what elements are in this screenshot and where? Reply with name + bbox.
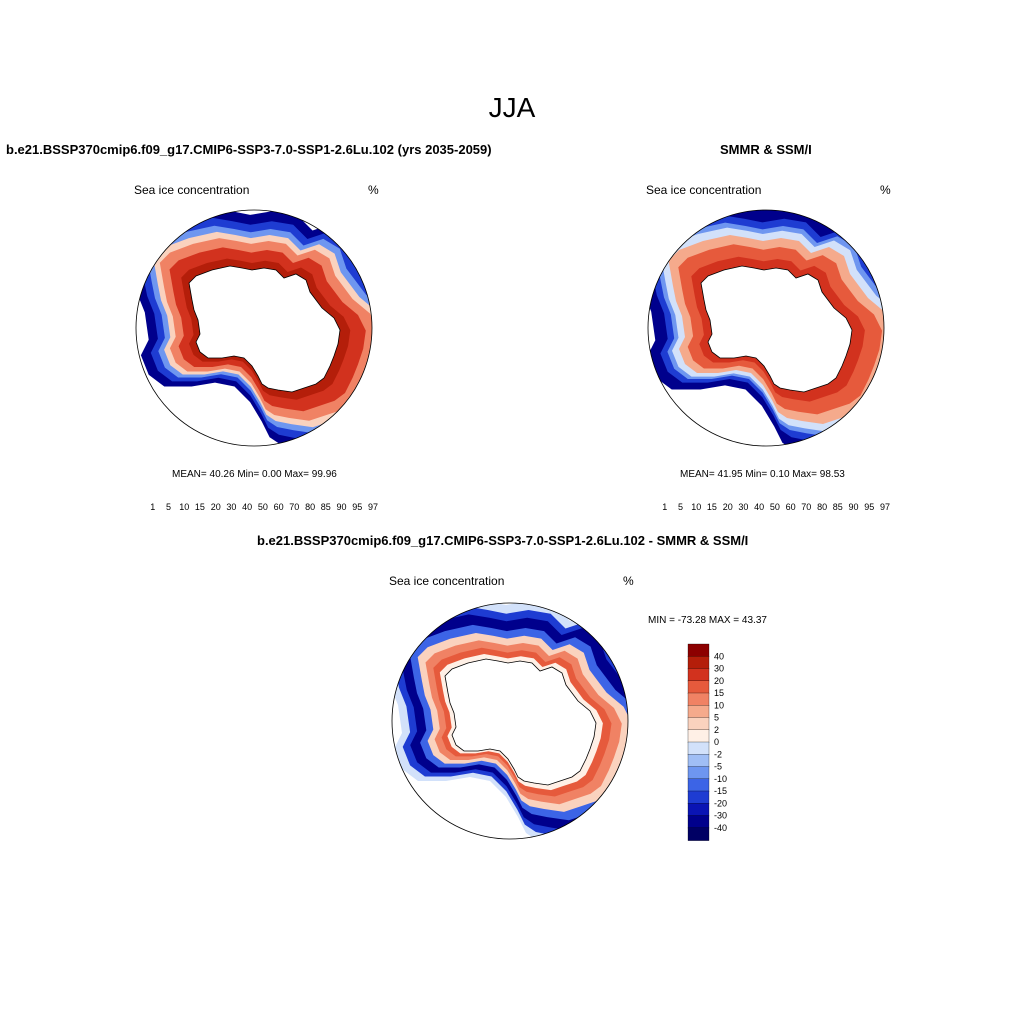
colorbar-diff-tick-label: 10 <box>714 700 724 710</box>
colorbar-model-tick-label: 50 <box>258 502 268 512</box>
colorbar-diff-tick-label: -20 <box>714 798 727 808</box>
colorbar-obs-tick-label: 70 <box>801 502 811 512</box>
colorbar-diff-swatch <box>687 766 710 780</box>
colorbar-diff-tick-label: -40 <box>714 823 727 833</box>
colorbar-obs-tick-label: 97 <box>880 502 890 512</box>
obs-map-boundary <box>647 209 885 447</box>
units-label-obs: % <box>880 183 891 197</box>
colorbar-diff-swatch <box>687 815 710 829</box>
colorbar-diff-tick-label: 30 <box>714 664 724 674</box>
colorbar-obs-tick-label: 15 <box>707 502 717 512</box>
colorbar-diff-swatch <box>687 643 710 657</box>
variable-label-diff: Sea ice concentration <box>389 574 505 588</box>
colorbar-model-tick-label: 40 <box>242 502 252 512</box>
colorbar-model-tick-label: 15 <box>195 502 205 512</box>
colorbar-obs-tick-label: 60 <box>786 502 796 512</box>
panel-title-model: b.e21.BSSP370cmip6.f09_g17.CMIP6-SSP3-7.… <box>6 142 492 157</box>
panel-title-diff: b.e21.BSSP370cmip6.f09_g17.CMIP6-SSP3-7.… <box>257 533 749 548</box>
stats-model: MEAN= 40.26 Min= 0.00 Max= 99.96 <box>172 469 337 480</box>
colorbar-model-tick-label: 85 <box>321 502 331 512</box>
colorbar-diff-tick-label: -30 <box>714 811 727 821</box>
colorbar-diff-swatch <box>687 790 710 804</box>
obs-antarctica-coast <box>700 265 853 393</box>
colorbar-diff-swatch <box>687 668 710 682</box>
colorbar-diff-tick-label: 5 <box>714 713 719 723</box>
colorbar-diff-tick-label: -10 <box>714 774 727 784</box>
colorbar-diff-tick-label: 2 <box>714 725 719 735</box>
colorbar-model-tick-label: 60 <box>274 502 284 512</box>
colorbar-diff-swatch <box>687 705 710 719</box>
colorbar-diff-swatch <box>687 778 710 792</box>
colorbar-diff-swatch <box>687 827 710 841</box>
colorbar-diff-swatch <box>687 754 710 768</box>
figure-title: JJA <box>488 92 536 123</box>
variable-label-obs: Sea ice concentration <box>646 183 762 197</box>
colorbar-diff-swatch <box>687 656 710 670</box>
colorbar-model-tick-label: 5 <box>166 502 171 512</box>
stats-diff: MIN = -73.28 MAX = 43.37 <box>648 615 767 626</box>
colorbar-diff-tick-label: -15 <box>714 786 727 796</box>
colorbar-diff-swatch <box>687 741 710 755</box>
polar-map-obs <box>647 209 885 447</box>
colorbar-obs-tick-label: 1 <box>662 502 667 512</box>
colorbar-model-tick-label: 95 <box>352 502 362 512</box>
colorbar-diff-tick-label: 15 <box>714 688 724 698</box>
colorbar-model-tick-label: 30 <box>226 502 236 512</box>
colorbar-model-tick-label: 90 <box>336 502 346 512</box>
colorbar-diff-swatch <box>687 692 710 706</box>
colorbar-diff-tick-label: 20 <box>714 676 724 686</box>
colorbar-diff-tick-label: -5 <box>714 762 722 772</box>
stats-obs: MEAN= 41.95 Min= 0.10 Max= 98.53 <box>680 469 845 480</box>
colorbar-diff-tick-label: -2 <box>714 749 722 759</box>
colorbar-obs-tick-label: 40 <box>754 502 764 512</box>
colorbar-obs-tick-label: 50 <box>770 502 780 512</box>
colorbar-diff-swatch <box>687 729 710 743</box>
colorbar-diff-tick-label: 40 <box>714 651 724 661</box>
colorbar-diff-swatch <box>687 717 710 731</box>
colorbar-obs: 1 5 10 15 20 30 40 50 60 70 80 85 90 95 97 <box>662 502 890 512</box>
colorbar-model-tick-label: 1 <box>150 502 155 512</box>
colorbar-model-tick-label: 97 <box>368 502 378 512</box>
colorbar-obs-tick-label: 95 <box>864 502 874 512</box>
colorbar-model-tick-label: 80 <box>305 502 315 512</box>
colorbar-diff-swatch <box>687 680 710 694</box>
colorbar-diff-tick-label: 0 <box>714 737 719 747</box>
diff-map-boundary <box>391 602 629 840</box>
colorbar-diff-swatch <box>687 803 710 817</box>
units-label-model: % <box>368 183 379 197</box>
colorbar-obs-tick-label: 10 <box>691 502 701 512</box>
colorbar-obs-tick-label: 20 <box>723 502 733 512</box>
colorbar-obs-tick-label: 30 <box>738 502 748 512</box>
colorbar-model-tick-label: 10 <box>179 502 189 512</box>
colorbar-obs-tick-label: 80 <box>817 502 827 512</box>
polar-map-model <box>135 209 373 447</box>
colorbar-obs-tick-label: 5 <box>678 502 683 512</box>
units-label-diff: % <box>623 574 634 588</box>
colorbar-model: 1 5 10 15 20 30 40 50 60 70 80 85 90 95 97 <box>150 502 378 512</box>
model-map-boundary <box>135 209 373 447</box>
polar-map-diff <box>391 602 629 840</box>
colorbar-obs-tick-label: 90 <box>848 502 858 512</box>
colorbar-model-tick-label: 70 <box>289 502 299 512</box>
model-antarctica-coast <box>188 265 341 393</box>
colorbar-obs-tick-label: 85 <box>833 502 843 512</box>
diff-antarctica-coast <box>444 658 597 786</box>
panel-title-obs: SMMR & SSM/I <box>720 142 812 157</box>
variable-label-model: Sea ice concentration <box>134 183 250 197</box>
colorbar-model-tick-label: 20 <box>211 502 221 512</box>
